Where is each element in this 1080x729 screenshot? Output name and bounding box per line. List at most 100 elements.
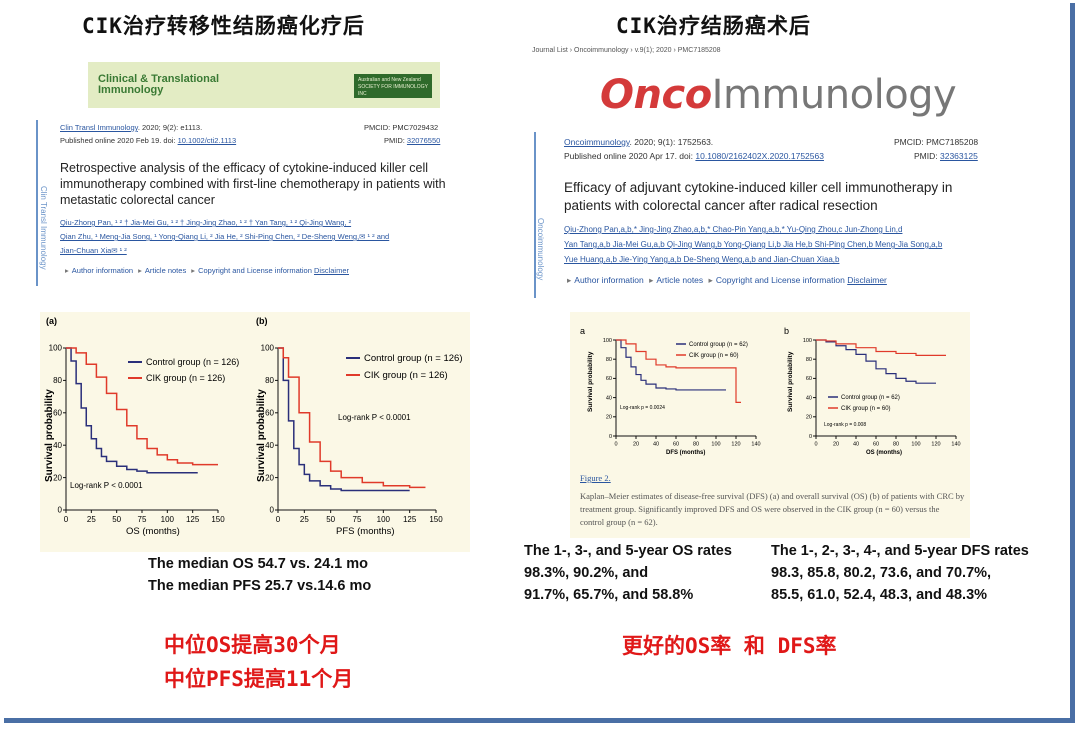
copyright-link[interactable]: Copyright and License information [198, 266, 312, 275]
x-tick-label: 50 [112, 515, 121, 524]
disclaimer-link[interactable]: Disclaimer [313, 266, 349, 275]
x-tick-label: 75 [353, 515, 362, 524]
disclaimer-link[interactable]: Disclaimer [847, 275, 887, 285]
pmid-label: PMID: [914, 151, 940, 161]
article-title: Retrospective analysis of the efficacy o… [60, 161, 446, 207]
info-links: ▸ Author information ▸ Article notes ▸ Copy… [567, 275, 887, 285]
oncoimmunology-logo: OncoImmunology [600, 72, 957, 118]
logo-line-2: Immunology [98, 84, 164, 96]
xlabel-a: DFS (months) [666, 450, 705, 456]
y-tick-label: 60 [806, 376, 812, 382]
copyright-link[interactable]: Copyright and License information [715, 275, 845, 285]
x-tick-label: 25 [300, 515, 309, 524]
y-tick-label: 100 [261, 344, 275, 353]
authors-line-2[interactable]: Yan Tang,a,b Jia-Mei Gu,a,b Qi-Jing Wang… [564, 240, 943, 249]
legend-control-label: Control group (n = 62) [841, 395, 900, 401]
authors-line-1[interactable]: Qiu-Zhong Pan, ¹ ² † Jia-Mei Gu, ¹ ² † J… [60, 218, 352, 227]
legend-control-label: Control group (n = 62) [689, 342, 748, 348]
author-info-link[interactable]: Author information [574, 275, 644, 285]
x-tick-label: 40 [653, 442, 659, 448]
x-tick-label: 20 [833, 442, 839, 448]
panel-b-label: b [784, 326, 789, 336]
y-tick-label: 40 [606, 395, 612, 401]
y-tick-label: 20 [53, 473, 62, 482]
x-tick-label: 150 [429, 515, 443, 524]
panel-b-label: (b) [256, 316, 268, 326]
x-tick-label: 150 [211, 515, 225, 524]
os-rates-line-3: 91.7%, 65.7%, and 58.8% [524, 587, 694, 603]
side-rule [534, 132, 536, 298]
article-notes-link[interactable]: Article notes [656, 275, 704, 285]
right-km-figure: a b Survival probability Survival probab… [570, 312, 970, 538]
side-rule [36, 120, 38, 286]
x-tick-label: 25 [87, 515, 96, 524]
y-tick-label: 60 [265, 408, 274, 417]
xlabel-a: OS (months) [126, 526, 180, 537]
y-tick-label: 100 [49, 344, 63, 353]
legend-cik-label: CIK group (n = 60) [841, 406, 891, 412]
legend-a: Control group (n = 62) CIK group (n = 60… [676, 342, 748, 359]
legend-control-label: Control group (n = 126) [146, 357, 239, 367]
authors-line-3[interactable]: Yue Huang,a,b Jie-Ying Yang,a,b De-Sheng… [564, 255, 840, 264]
logrank-b: Log-rank p = 0.008 [824, 422, 866, 428]
authors-line-1[interactable]: Qiu-Zhong Pan,a,b,* Jing-Jing Zhao,a,b,*… [564, 225, 903, 234]
published-text: Published online 2020 Feb 19. doi: [60, 136, 178, 145]
x-tick-label: 75 [138, 515, 147, 524]
left-km-svg: (a) (b) Survival probability Survival pr… [44, 316, 463, 537]
breadcrumb[interactable]: Journal List › Oncoimmunology › v.9(1); … [532, 47, 721, 54]
logrank-b: Log-rank P < 0.0001 [338, 413, 411, 422]
pmcid: PMCID: PMC7029432 [364, 123, 439, 132]
citation-row: Clin Transl Immunology. 2020; 9(2): e111… [60, 123, 202, 132]
x-tick-label: 0 [276, 515, 281, 524]
right-km-svg: a b Survival probability Survival probab… [580, 326, 961, 456]
page-frame [4, 3, 1075, 723]
pmid-link[interactable]: 32363125 [939, 151, 978, 161]
authors-line-2[interactable]: Qian Zhu, ¹ Meng-Jia Song, ¹ Yong-Qiang … [60, 232, 390, 241]
pmid-link[interactable]: 32076550 [406, 136, 441, 145]
y-tick-label: 60 [606, 376, 612, 382]
pmid-row: PMID: 32363125 [914, 151, 978, 161]
journal-link[interactable]: Clin Transl Immunology [60, 123, 138, 132]
author-info-link[interactable]: Author information [71, 266, 134, 275]
doi-link[interactable]: 10.1002/cti2.1113 [177, 136, 237, 145]
article-title: Efficacy of adjuvant cytokine-induced ki… [564, 180, 953, 213]
y-tick-label: 80 [806, 357, 812, 363]
y-tick-label: 0 [270, 506, 275, 515]
authors-line-3[interactable]: Jian-Chuan Xia✉ ¹ ² [60, 246, 127, 255]
legend-control-label: Control group (n = 126) [364, 353, 463, 364]
x-tick-label: 100 [161, 515, 175, 524]
article-notes-link[interactable]: Article notes [144, 266, 187, 275]
cik-curve [278, 347, 426, 489]
journal-link[interactable]: Oncoimmunology [564, 137, 630, 147]
y-tick-label: 20 [265, 473, 274, 482]
cik-curve [66, 347, 218, 466]
legend-cik-label: CIK group (n = 126) [146, 373, 225, 383]
pmid-label: PMID: [384, 136, 407, 145]
x-tick-label: 125 [186, 515, 200, 524]
doi-link[interactable]: 10.1080/2162402X.2020.1752563 [695, 151, 824, 161]
x-tick-label: 120 [931, 442, 940, 448]
control-curve [278, 347, 410, 492]
left-article-card: Clinical & Translational Immunology Aust… [36, 58, 466, 288]
cik-curve [616, 339, 741, 403]
ylabel-a: Survival probability [44, 389, 55, 482]
y-tick-label: 40 [53, 441, 62, 450]
legend-b: Control group (n = 62) CIK group (n = 60… [828, 395, 900, 412]
xlabel-b: PFS (months) [336, 526, 395, 537]
citation-row: Oncoimmunology. 2020; 9(1): 1752563. [564, 137, 713, 147]
y-tick-label: 80 [53, 376, 62, 385]
y-tick-label: 60 [53, 408, 62, 417]
logo-immunology: Immunology [711, 72, 957, 118]
side-journal-label: Oncoimmunology [536, 218, 545, 281]
logrank-a: Log-rank P < 0.0001 [70, 481, 143, 490]
published-row: Published online 2020 Apr 17. doi: 10.10… [564, 151, 824, 161]
figure-label-link[interactable]: Figure 2. [580, 473, 611, 483]
y-tick-label: 80 [265, 376, 274, 385]
x-tick-label: 80 [693, 442, 699, 448]
legend-cik-label: CIK group (n = 126) [364, 370, 448, 381]
os-rates-line-2: 98.3%, 90.2%, and [524, 565, 649, 581]
legend-b: Control group (n = 126) CIK group (n = 1… [346, 353, 463, 381]
published-text: Published online 2020 Apr 17. doi: [564, 151, 696, 161]
figure-caption: Figure 2. Kaplan–Meier estimates of dise… [580, 472, 965, 529]
x-tick-label: 140 [951, 442, 960, 448]
